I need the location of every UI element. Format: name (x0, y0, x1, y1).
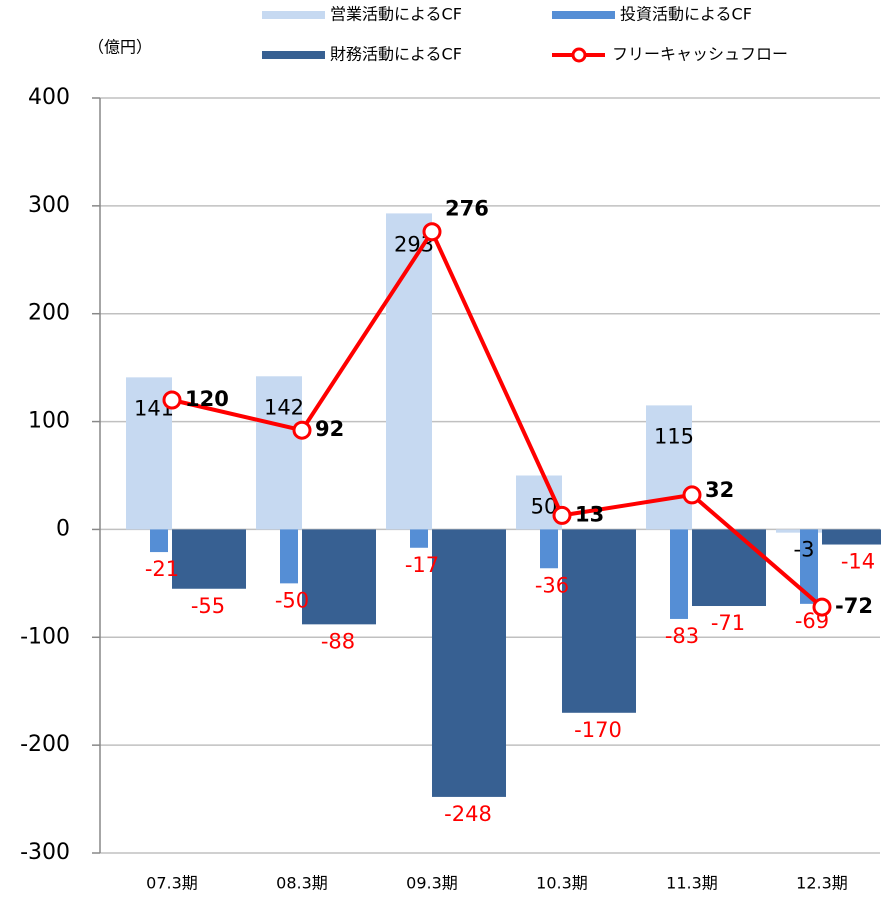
bar (822, 529, 881, 545)
data-label: 32 (705, 478, 734, 502)
bar (692, 529, 766, 607)
y-tick-label: 200 (28, 301, 70, 326)
bar (800, 529, 818, 604)
bar (386, 213, 432, 530)
legend-swatch (262, 11, 325, 19)
x-tick-label: 11.3期 (666, 874, 718, 893)
data-label: -55 (191, 594, 225, 618)
bar (562, 529, 636, 713)
x-tick-label: 12.3期 (796, 874, 848, 893)
y-tick-label: -300 (20, 840, 70, 865)
y-tick-label: 0 (56, 516, 70, 541)
bar (776, 529, 822, 533)
data-label: -3 (794, 538, 815, 562)
data-label: -88 (321, 629, 355, 653)
y-tick-label: -100 (20, 624, 70, 649)
y-tick-label: -200 (20, 732, 70, 757)
data-label: -17 (405, 553, 439, 577)
y-tick-label: 100 (28, 409, 70, 434)
unit-label: （億円） (88, 38, 152, 57)
data-label: -50 (275, 588, 309, 612)
data-label: -71 (711, 611, 745, 635)
bar (302, 529, 376, 625)
legend-label: 営業活動によるCF (330, 5, 462, 24)
data-label: 120 (185, 387, 229, 411)
bar (432, 529, 506, 797)
x-tick-label: 09.3期 (406, 874, 458, 893)
line-point (422, 222, 442, 242)
data-label: -36 (535, 573, 569, 597)
bar (540, 529, 558, 569)
line-point (162, 390, 182, 410)
legend-swatch (262, 51, 325, 59)
line-point (812, 597, 832, 617)
data-label: 276 (445, 197, 489, 221)
bar (280, 529, 298, 584)
x-tick-label: 07.3期 (146, 874, 198, 893)
data-label: -170 (574, 718, 622, 742)
legend-swatch (552, 11, 615, 19)
legend-marker (571, 47, 587, 63)
bar (670, 529, 688, 619)
x-tick-label: 10.3期 (536, 874, 588, 893)
data-label: 142 (264, 395, 304, 419)
line-point (552, 505, 572, 525)
bar (150, 529, 168, 553)
line (171, 227, 824, 609)
data-label: 115 (654, 424, 694, 448)
legend-label: 投資活動によるCF (620, 5, 752, 24)
data-label: -14 (841, 550, 875, 574)
legend-label: 財務活動によるCF (330, 45, 462, 64)
bar (256, 376, 302, 530)
line-point (682, 485, 702, 505)
y-tick-label: 400 (28, 85, 70, 110)
bar (646, 405, 692, 530)
line-point (292, 420, 312, 440)
data-label: -72 (835, 594, 873, 618)
x-tick-label: 08.3期 (276, 874, 328, 893)
bar (410, 529, 428, 548)
data-label: -248 (444, 802, 492, 826)
legend-label: フリーキャッシュフロー (612, 45, 788, 64)
data-label: 92 (315, 417, 344, 441)
data-label: 13 (575, 502, 604, 526)
y-tick-label: 300 (28, 193, 70, 218)
data-label: -21 (145, 557, 179, 581)
bar (172, 529, 246, 589)
data-label: -83 (665, 624, 699, 648)
